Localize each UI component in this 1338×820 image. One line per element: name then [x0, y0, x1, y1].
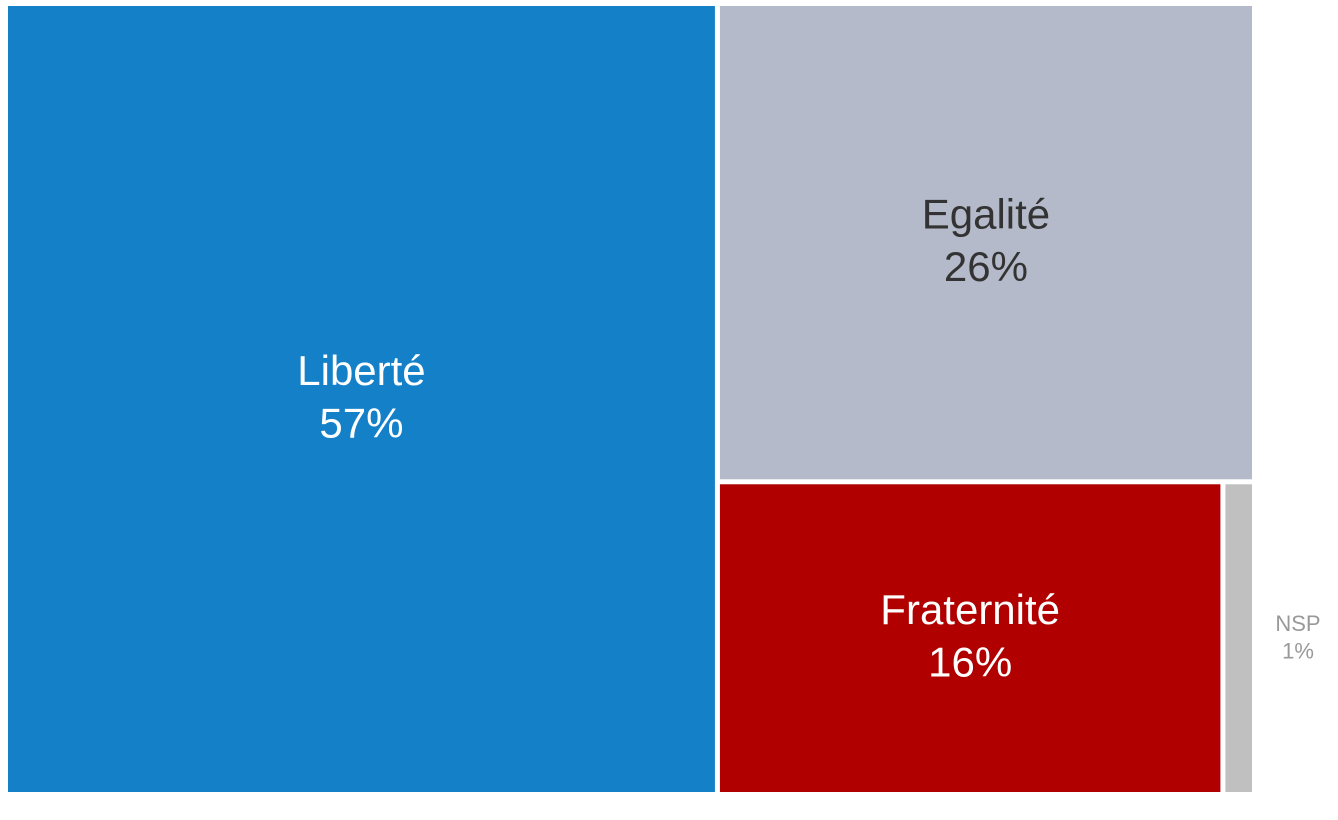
treemap-tile	[8, 6, 715, 792]
tile-value-label: 26%	[944, 243, 1028, 290]
tile-label: Fraternité	[880, 586, 1060, 633]
tile-value-label: 1%	[1282, 638, 1314, 663]
tile-label: Liberté	[297, 347, 425, 394]
treemap-tile	[1225, 484, 1252, 792]
tile-label: NSP	[1275, 611, 1320, 636]
tile-label: Egalité	[922, 191, 1050, 238]
treemap-tile	[719, 6, 1252, 480]
tile-value-label: 16%	[928, 639, 1012, 686]
treemap-tile	[719, 484, 1221, 792]
tile-value-label: 57%	[319, 399, 403, 446]
